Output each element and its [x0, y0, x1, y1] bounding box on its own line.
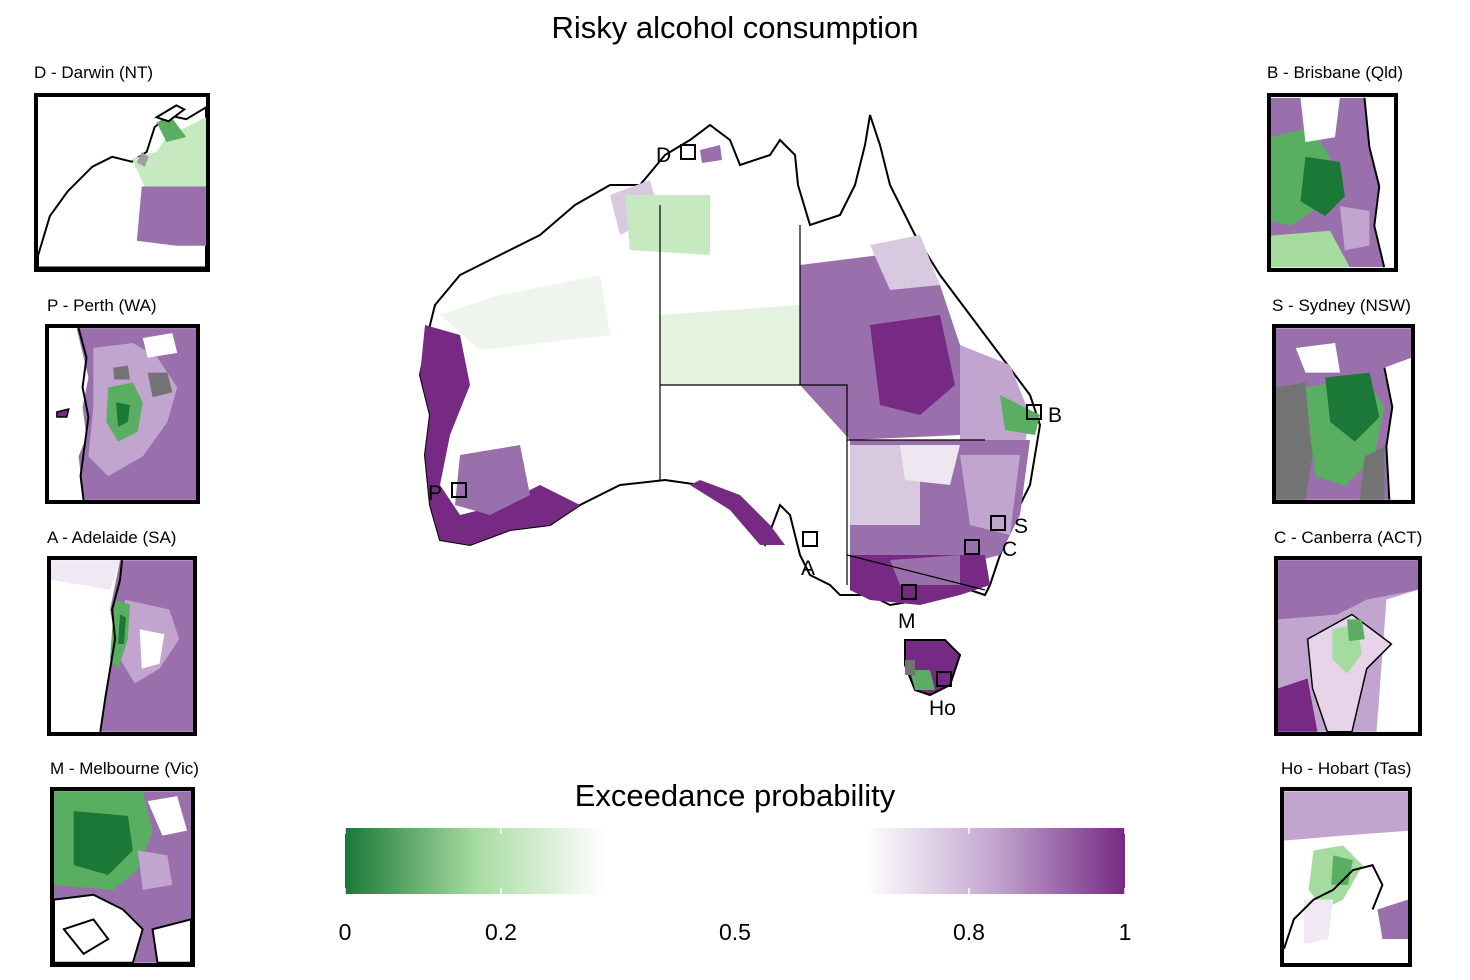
- inset-brisbane: [1267, 93, 1398, 272]
- region-sa-coast: [690, 480, 785, 545]
- region-nt-south: [660, 305, 800, 385]
- inset-label-perth: P - Perth (WA): [47, 296, 157, 315]
- marker-box-darwin: [680, 144, 696, 160]
- inset-canberra-map: [1278, 560, 1418, 732]
- region-nsw-north: [900, 445, 960, 485]
- colorbar: 0 0.2 0.5 0.8 1: [339, 828, 1132, 945]
- marker-label-adelaide: A: [801, 557, 815, 580]
- inset-label-canberra: C - Canberra (ACT): [1274, 528, 1423, 547]
- tasmania-grey: [905, 660, 915, 675]
- city-markers: D P A M B S C Ho: [428, 144, 1062, 720]
- inset-darwin-map: [38, 104, 206, 268]
- region-vic-central: [890, 555, 960, 585]
- marker-label-sydney: S: [1014, 515, 1028, 538]
- marker-box-melbourne: [901, 584, 917, 600]
- marker-label-perth: P: [428, 482, 442, 505]
- marker-box-adelaide: [802, 531, 818, 547]
- inset-adelaide-map: [51, 560, 193, 732]
- inset-canberra: [1274, 556, 1422, 736]
- inset-label-adelaide: A - Adelaide (SA): [47, 528, 177, 547]
- marker-box-sydney: [990, 515, 1006, 531]
- region-qld-central: [870, 315, 955, 415]
- region-qld-north: [870, 235, 940, 290]
- map-title: Risky alcohol consumption: [551, 10, 919, 45]
- colorbar-tick-label: 0.2: [485, 919, 517, 945]
- region-nt-north: [625, 195, 710, 255]
- region-qld-se: [1000, 395, 1040, 435]
- marker-box-perth: [451, 482, 467, 498]
- inset-perth-map: [49, 328, 196, 500]
- state-borders: [659, 205, 986, 591]
- inset-adelaide: [47, 556, 197, 736]
- inset-label-darwin: D - Darwin (NT): [34, 63, 153, 82]
- inset-brisbane-map: [1271, 97, 1394, 268]
- colorbar-tick-label: 0.5: [719, 919, 751, 945]
- inset-melbourne: [50, 787, 195, 967]
- inset-label-sydney: S - Sydney (NSW): [1272, 296, 1411, 315]
- inset-hobart-map: [1284, 791, 1408, 963]
- region-wa-south: [455, 445, 530, 515]
- legend-title: Exceedance probability: [574, 778, 896, 813]
- marker-box-hobart: [936, 671, 952, 687]
- inset-perth: [45, 324, 200, 504]
- marker-label-darwin: D: [656, 144, 671, 167]
- marker-label-canberra: C: [1002, 538, 1017, 561]
- region-wa-coast: [420, 325, 580, 545]
- colorbar-low-segment: [345, 828, 605, 894]
- colorbar-tick-label: 0.8: [953, 919, 985, 945]
- tasmania-region: [910, 670, 935, 690]
- colorbar-ticks: 0 0.2 0.5 0.8 1: [339, 828, 1132, 945]
- region-nt-top: [700, 145, 722, 163]
- inset-label-brisbane: B - Brisbane (Qld): [1267, 63, 1404, 82]
- marker-label-brisbane: B: [1048, 404, 1062, 427]
- marker-box-canberra: [964, 539, 980, 555]
- inset-label-melbourne: M - Melbourne (Vic): [50, 759, 199, 778]
- australia-map: D P A M B S C Ho: [418, 114, 1062, 720]
- colorbar-tick-label: 1: [1119, 919, 1132, 945]
- marker-label-hobart: Ho: [929, 697, 956, 720]
- inset-label-hobart: Ho - Hobart (Tas): [1281, 759, 1412, 778]
- marker-label-melbourne: M: [898, 610, 916, 633]
- inset-darwin: [34, 93, 210, 272]
- inset-hobart: [1280, 787, 1412, 967]
- region-wa-north: [440, 275, 610, 350]
- inset-sydney: [1272, 324, 1415, 504]
- colorbar-high-segment: [865, 828, 1125, 894]
- colorbar-tick-label: 0: [339, 919, 352, 945]
- marker-box-brisbane: [1026, 404, 1042, 420]
- inset-melbourne-map: [54, 791, 191, 963]
- region-nsw-west: [850, 445, 920, 525]
- inset-sydney-map: [1276, 328, 1411, 500]
